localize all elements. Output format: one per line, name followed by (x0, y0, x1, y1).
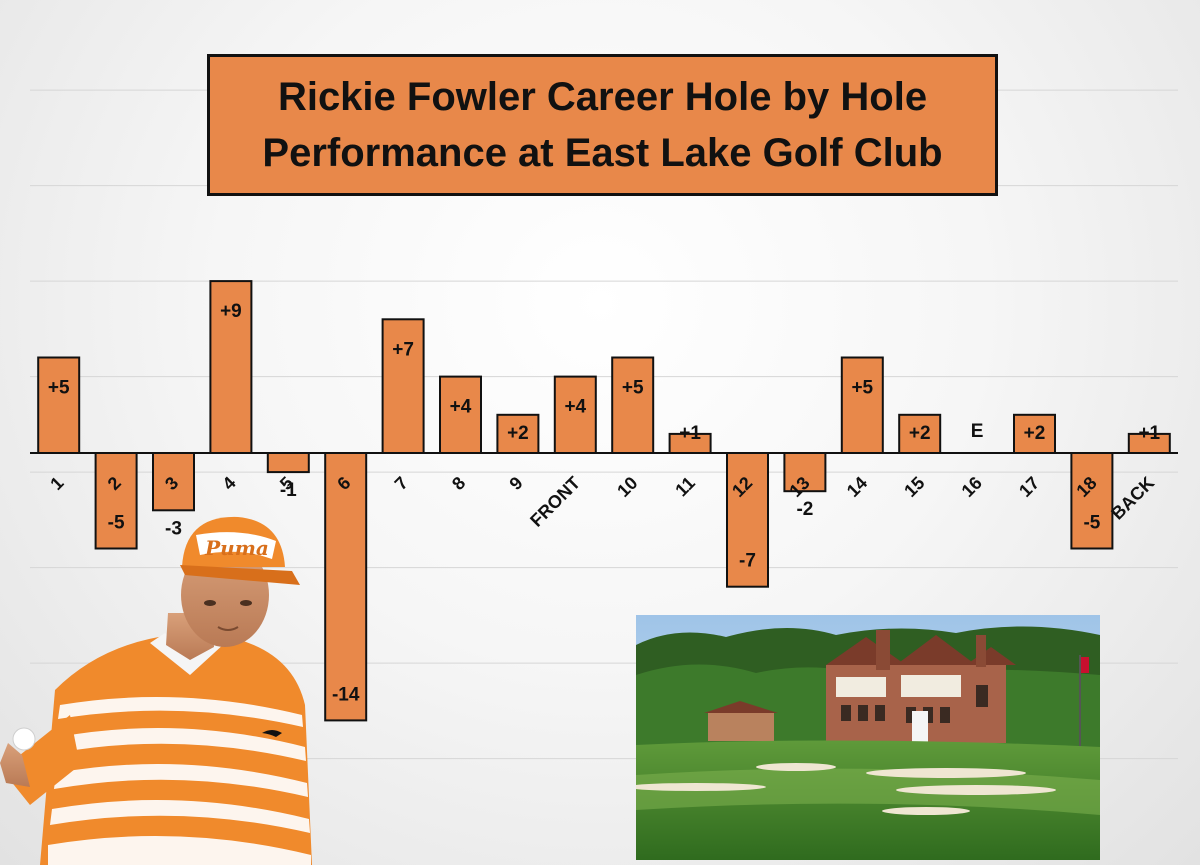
data-label: -1 (280, 480, 297, 501)
player-photo: Puma (0, 516, 312, 865)
data-label: +5 (851, 378, 873, 399)
category-label: FRONT (526, 473, 584, 531)
category-label: 4 (219, 473, 240, 494)
data-label: +1 (1138, 423, 1160, 444)
bar (209, 280, 253, 454)
bar (439, 375, 482, 455)
data-label: -3 (165, 518, 182, 539)
data-label: +5 (622, 378, 644, 399)
data-label: -5 (108, 513, 125, 534)
data-label: -7 (739, 551, 756, 572)
bar (324, 452, 368, 722)
bar (94, 452, 138, 550)
category-label: 7 (391, 473, 412, 494)
bar (611, 356, 655, 454)
chart-title: Rickie Fowler Career Hole by Hole Perfor… (262, 75, 943, 175)
data-label: +4 (450, 397, 472, 418)
data-label: +2 (1024, 423, 1046, 444)
bar (152, 452, 195, 512)
data-label: E (971, 421, 984, 442)
data-label: +2 (909, 423, 931, 444)
category-label: 8 (448, 473, 469, 494)
category-label: 17 (1015, 473, 1043, 501)
category-label: 10 (613, 473, 641, 501)
bar (783, 452, 827, 493)
category-label: BACK (1107, 473, 1158, 524)
data-label: +9 (220, 301, 242, 322)
data-label: -2 (796, 499, 813, 520)
category-label: 14 (843, 473, 871, 501)
chart-title-box: Rickie Fowler Career Hole by Hole Perfor… (207, 54, 998, 196)
category-label: 1 (46, 473, 67, 494)
data-label: +2 (507, 423, 529, 444)
category-label: 16 (958, 473, 986, 501)
data-label: +7 (392, 339, 414, 360)
category-label: 9 (506, 473, 527, 494)
data-label: -14 (332, 684, 360, 705)
bar (37, 356, 81, 454)
data-label: +5 (48, 378, 70, 399)
bar (840, 356, 884, 454)
data-label: +1 (679, 423, 701, 444)
bar (266, 452, 310, 474)
data-label: -5 (1083, 513, 1100, 534)
category-label: 11 (671, 473, 699, 501)
cap-logo-text: Puma (204, 536, 269, 560)
category-label: 15 (900, 473, 928, 501)
bar (1070, 452, 1114, 550)
bar (726, 452, 769, 588)
course-photo (636, 615, 1100, 860)
bar (553, 375, 597, 455)
bar (381, 318, 425, 454)
data-label: +4 (564, 397, 586, 418)
